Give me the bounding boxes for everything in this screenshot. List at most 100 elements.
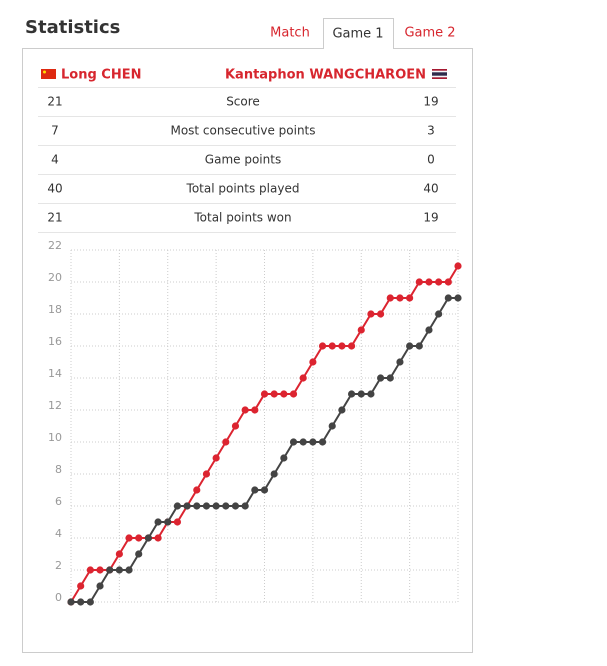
point [396,358,404,366]
point [396,294,404,302]
point [86,598,94,606]
point [318,438,327,446]
point [347,342,356,350]
y-tick-label: 20 [48,271,62,284]
cell-label: Game points [205,153,281,167]
point [280,390,288,398]
point [125,566,133,574]
point [173,502,182,510]
point [338,342,346,350]
point [241,406,249,414]
cell-label: Most consecutive points [170,124,315,138]
point [164,518,172,526]
point [251,486,259,494]
cell-left: 21 [47,211,62,225]
cell-right: 3 [427,124,435,138]
point [231,502,240,510]
player-right: Kantaphon WANGCHAROEN [225,68,426,83]
y-tick-label: 0 [55,591,62,604]
y-tick-label: 4 [55,527,62,540]
y-tick-label: 8 [55,463,62,476]
point [115,566,123,574]
point [183,502,191,510]
point [435,310,443,318]
point [425,278,433,286]
point [309,438,317,446]
point [222,438,230,446]
y-tick-label: 22 [48,239,62,252]
point [367,390,375,398]
point [106,566,114,574]
point [96,582,104,590]
point [260,390,269,398]
point [415,342,423,350]
point [415,278,423,286]
tab[interactable]: Game 2 [404,26,455,41]
point [454,262,462,270]
y-tick-label: 6 [55,495,62,508]
point [289,438,298,446]
y-tick-label: 16 [48,335,62,348]
cell-right: 0 [427,153,435,167]
point [77,582,85,590]
player-left: Long CHEN [61,68,141,83]
panel [22,48,473,653]
point [144,534,152,542]
point [289,390,298,398]
point [212,502,220,510]
point [202,502,211,510]
point [67,598,75,606]
tab[interactable]: Match [270,26,310,41]
point [435,278,443,286]
point [347,390,356,398]
point [357,390,365,398]
point [386,374,394,382]
point [270,390,278,398]
point [425,326,433,334]
point [386,294,394,302]
point [241,502,249,510]
cell-left: 40 [47,182,62,196]
y-tick-label: 18 [48,303,62,316]
point [318,342,327,350]
point [173,518,182,526]
point [251,406,259,414]
chart: 0 2 4 6 8 10 12 14 16 18 20 22 [48,239,462,606]
point [309,358,317,366]
point [406,294,414,302]
cell-right: 40 [423,182,438,196]
point [193,486,201,494]
point [96,566,104,574]
point [328,422,336,430]
cell-right: 19 [423,95,438,109]
cell-right: 19 [423,211,438,225]
tab-active[interactable]: Game 1 [332,27,383,42]
point [338,406,346,414]
stats-table: 21 Score 19 7 Most consecutive points 3 4 Game … [38,87,456,233]
point [154,518,162,526]
cell-left: 4 [51,153,59,167]
title: Statistics [25,17,120,38]
point [357,326,365,334]
point [231,422,240,430]
point [406,342,414,350]
cell-label: Total points played [186,182,300,196]
point [212,454,220,462]
y-tick-label: 14 [48,367,62,380]
point [135,550,143,558]
point [299,438,307,446]
point [115,550,123,558]
point [86,566,94,574]
point [135,534,143,542]
point [444,278,452,286]
point [377,374,385,382]
point [125,534,133,542]
flag-thailand [432,69,447,79]
point [260,486,269,494]
point [444,294,452,302]
cell-label: Score [226,95,260,109]
point [193,502,201,510]
point [377,310,385,318]
